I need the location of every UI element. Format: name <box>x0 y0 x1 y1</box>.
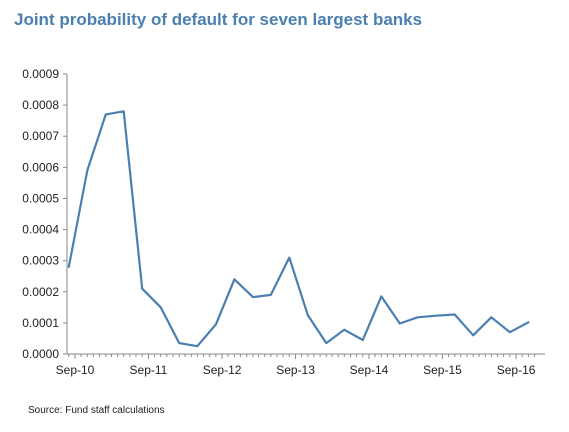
x-axis-ticks: Sep-10 Sep-11 Sep-12 Sep-13 Sep-14 Sep-15 Sep-… <box>56 354 536 377</box>
series-line <box>67 110 530 348</box>
y-tick-label: 0.0005 <box>22 191 59 205</box>
y-tick-label: 0.0000 <box>22 347 59 361</box>
y-tick-label: 0.0007 <box>22 129 59 143</box>
y-tick-label: 0.0003 <box>22 254 59 268</box>
y-tick-label: 0.0006 <box>22 160 59 174</box>
x-tick-label: Sep-14 <box>350 363 389 377</box>
y-tick-label: 0.0002 <box>22 285 59 299</box>
x-tick-label: Sep-11 <box>130 363 168 377</box>
y-tick-label: 0.0004 <box>22 223 59 237</box>
series-group <box>67 110 530 348</box>
x-tick-label: Sep-15 <box>423 363 462 377</box>
y-tick-label: 0.0001 <box>22 316 59 330</box>
x-tick-label: Sep-13 <box>276 363 315 377</box>
x-tick-label: Sep-12 <box>203 363 242 377</box>
x-tick-label: Sep-10 <box>56 363 95 377</box>
y-axis-ticks: 0.0000 0.0001 0.0002 0.0003 0.0004 0.0005 0.00… <box>22 67 67 361</box>
y-tick-label: 0.0008 <box>22 98 59 112</box>
y-tick-label: 0.0009 <box>22 67 59 81</box>
chart-title: Joint probability of default for seven l… <box>14 10 423 29</box>
x-tick-label: Sep-16 <box>497 363 536 377</box>
source-note: Source: Fund staff calculations <box>28 405 165 416</box>
